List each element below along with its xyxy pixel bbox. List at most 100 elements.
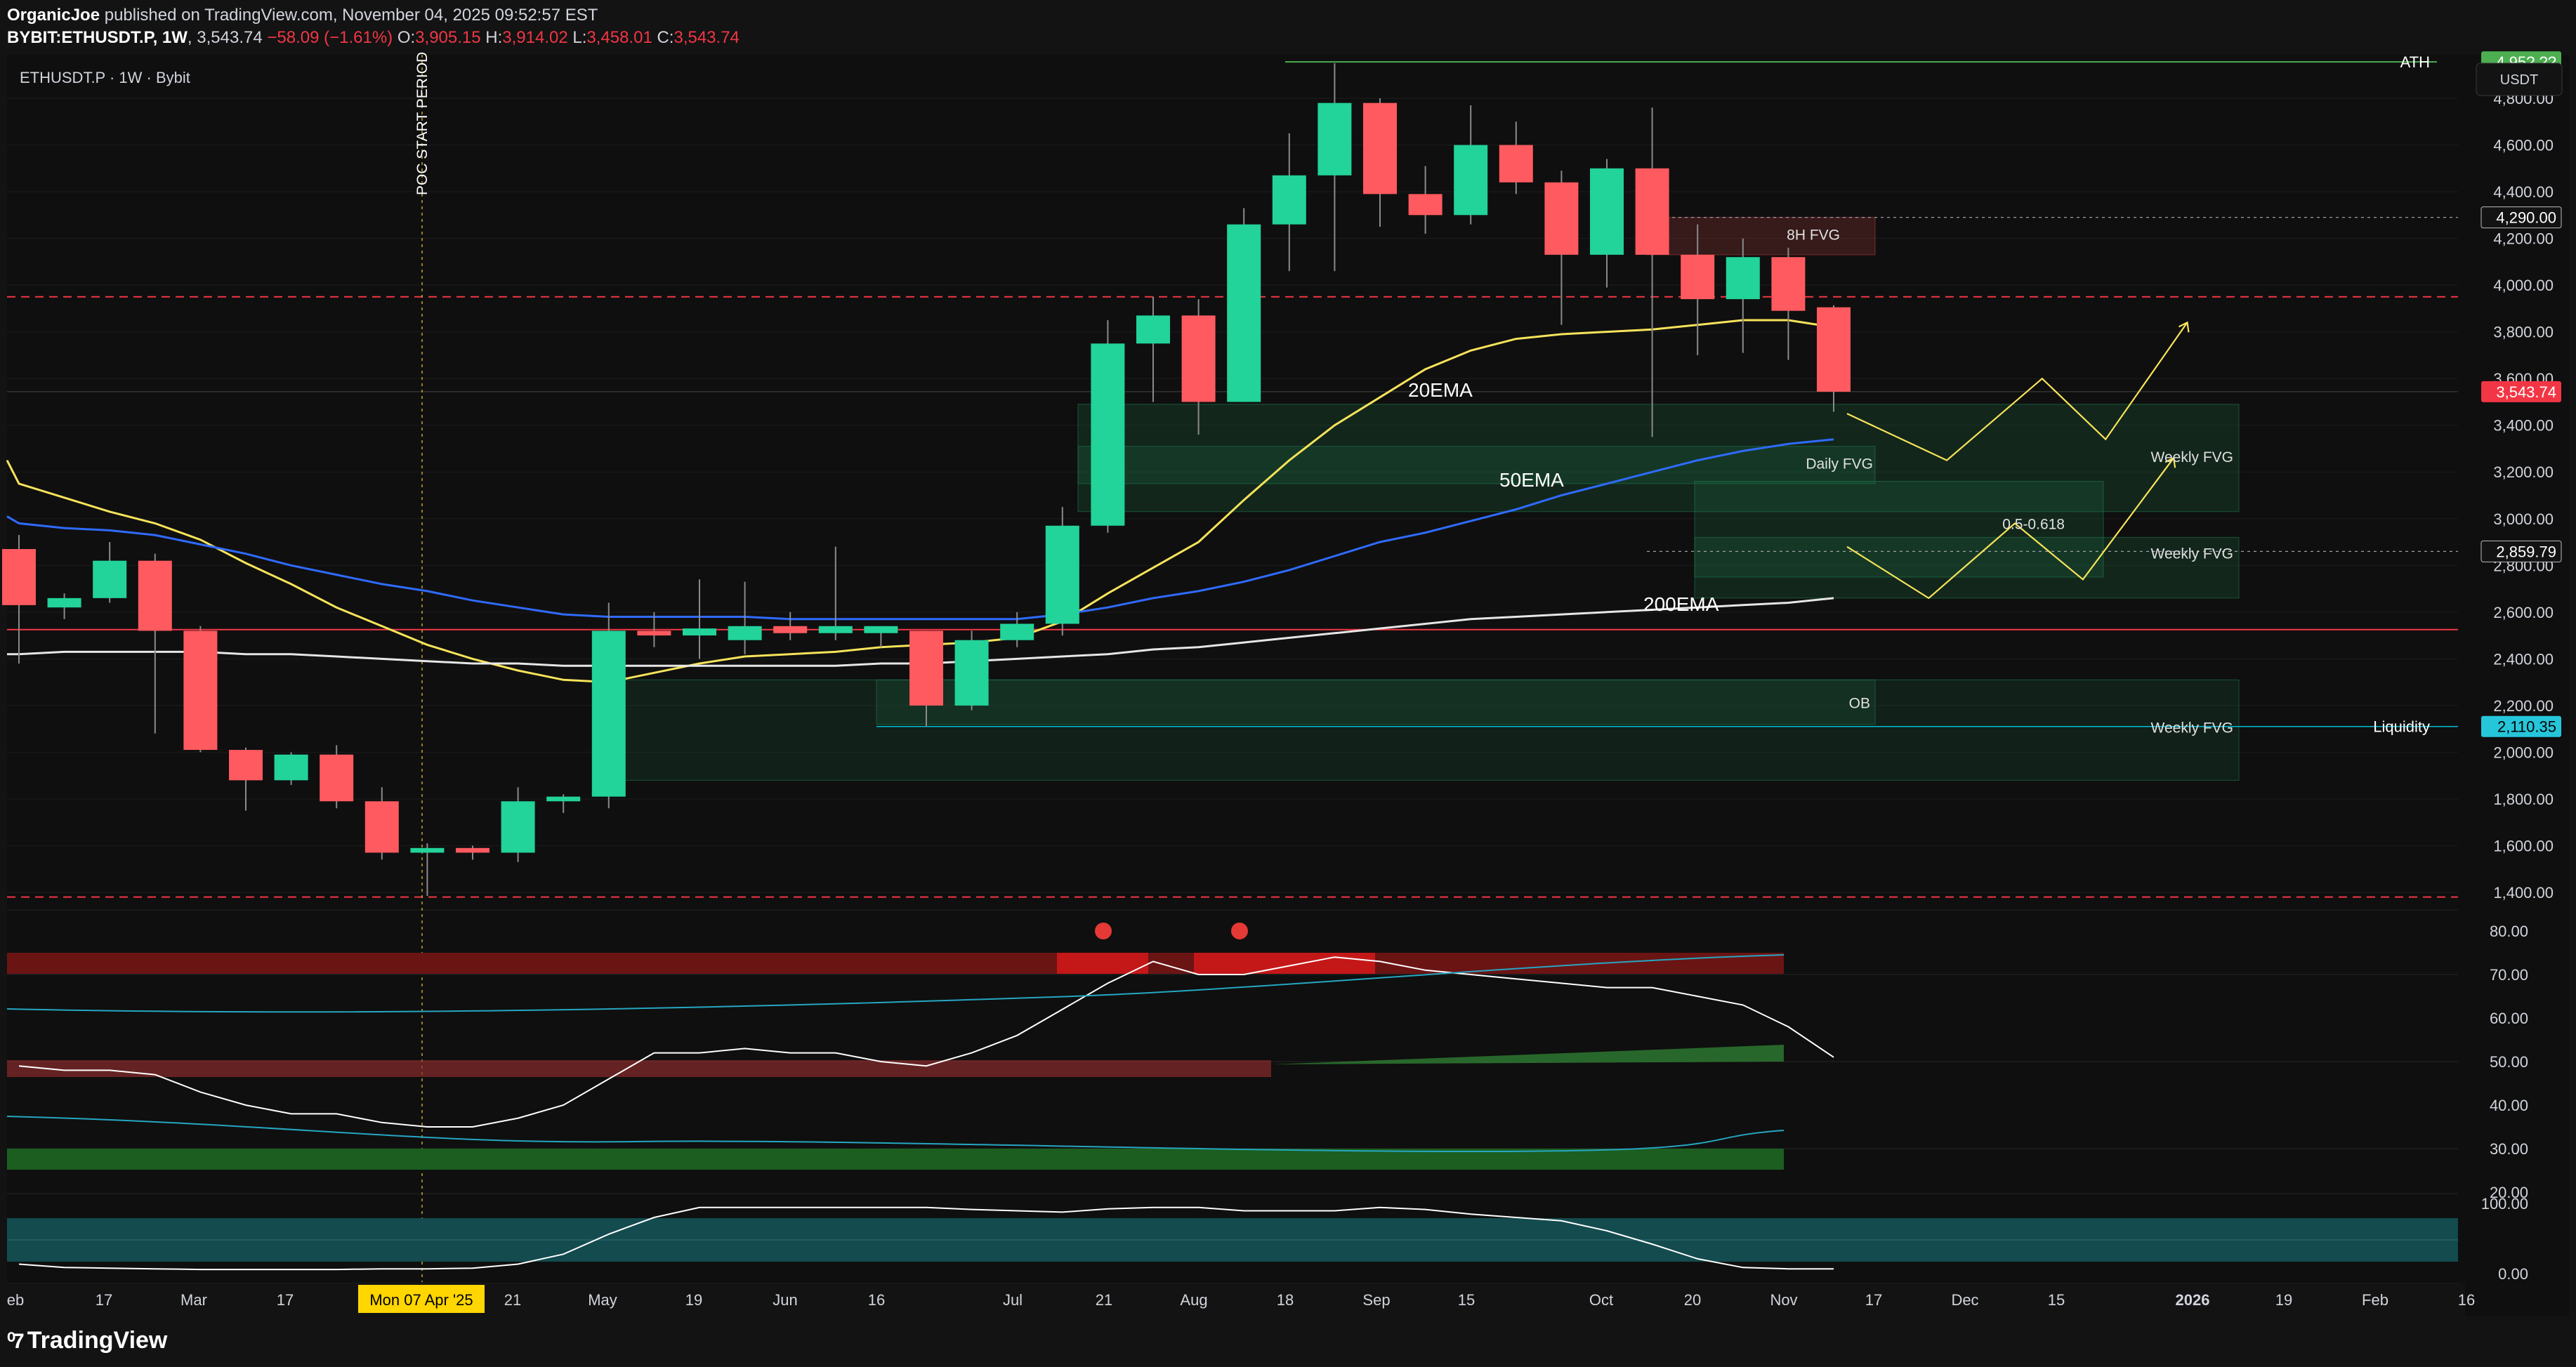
currency-button-label[interactable]: USDT [2500,72,2538,88]
candle [1091,320,1125,533]
candle-body [1091,343,1125,526]
chart-header: OrganicJoe published on TradingView.com,… [0,0,2576,55]
last-price: 3,543.74 [197,28,263,47]
publish-text: published on TradingView.com, November 0… [104,6,598,25]
candle [274,752,308,785]
rsi-tick-label: 80.00 [2490,923,2528,940]
tradingview-mark-icon: ⁰7 [7,1330,25,1353]
candle [773,612,808,640]
candle [1499,121,1533,194]
candle-body [1317,103,1352,176]
zone-weekly-fvg [621,679,2240,781]
ema-label: 200EMA [1643,593,1719,615]
candle-body [1726,257,1760,300]
candle [1181,299,1216,435]
y-tick-label: 4,600.00 [2493,137,2554,154]
projection-arrow-icon [2164,456,2176,468]
signal-strip-bottom [7,1149,1784,1170]
poc-label: POC START PERIOD [414,52,431,195]
stoch-line [18,1206,1834,1271]
candle [1817,305,1851,412]
candle-body [93,560,127,598]
y-tick-label: 1,400.00 [2493,884,2554,902]
candle [47,593,81,619]
ema-line-20ema [6,319,1834,684]
candle [1635,107,1669,437]
zone-label: OB [1849,695,1870,711]
candle [501,787,535,862]
candle-body [410,847,445,853]
candle-body [1817,307,1851,392]
open-value: 3,905.15 [415,28,481,47]
close-label: C: [657,28,674,47]
candle-body [501,801,535,853]
footer-bar: ⁰7 TradingView [0,1316,2576,1367]
author-name[interactable]: OrganicJoe [7,6,100,25]
rsi-tick-label: 30.00 [2490,1140,2528,1158]
x-tick-label: 19 [2275,1291,2292,1309]
symbol-label[interactable]: BYBIT:ETHUSDT.P, 1W [7,28,188,47]
price-badge [2481,381,2561,402]
tradingview-logo[interactable]: ⁰7 TradingView [7,1327,167,1354]
low-label: L: [572,28,587,47]
candle [1045,507,1079,636]
x-tick-label: 20 [1684,1291,1701,1309]
x-tick-label: 15 [2048,1291,2065,1309]
chart-canvas[interactable]: 8H FVG Weekly FVG Daily FVG 0.5-0.618 Weekly… [0,0,2576,1316]
rsi-tick-label: 60.00 [2490,1010,2528,1027]
rsi-lower-line [6,1116,1785,1153]
candle-body [818,626,853,633]
zone-ob [876,679,1876,725]
candle-body [1227,224,1261,402]
x-tick-label: 16 [868,1291,885,1309]
stoch-tick-label: 0.00 [2498,1265,2528,1283]
x-tick-label: eb [7,1291,24,1309]
x-tick-label: Jun [773,1291,797,1309]
candle [637,612,671,647]
candle-body [1045,525,1079,624]
y-tick-label: 4,400.00 [2493,183,2554,201]
y-tick-label: 3,800.00 [2493,324,2554,341]
x-tick-label: Feb [2362,1291,2388,1309]
candle [410,843,445,896]
candle-body [1544,182,1579,255]
y-tick-label: 1,600.00 [2493,837,2554,854]
publish-line: OrganicJoe published on TradingView.com,… [7,6,598,25]
price-change: −58.09 (−1.61%) [267,28,393,47]
x-tick-label: 15 [1458,1291,1475,1309]
signal-dot-icon [1231,923,1248,939]
candle-body [1363,103,1397,194]
rsi-band-pos [1271,1045,1784,1064]
price-badge-label: 2,859.79 [2496,543,2556,560]
zone-label: 0.5-0.618 [2002,517,2065,533]
chart-title: ETHUSDT.P · 1W · Bybit [20,69,190,86]
candle [183,626,218,753]
rsi-tick-label: 50.00 [2490,1053,2528,1071]
zone-label: Weekly FVG [2151,449,2233,465]
zone-daily-fvg [1077,446,1876,484]
candle-body [1000,623,1034,640]
rsi-tick-label: 20.00 [2490,1184,2528,1201]
candle [1317,63,1352,272]
stoch-tick-label: 100.00 [2481,1195,2528,1213]
candle [1590,159,1624,288]
candle-body [1590,168,1624,255]
candle-body [728,626,762,640]
candle [229,747,263,811]
candle-body [954,640,989,706]
currency-button[interactable] [2476,62,2563,96]
x-tick-label: Oct [1589,1291,1613,1309]
candle-body [773,626,808,633]
y-tick-label: 2,600.00 [2493,604,2554,621]
ema-label: 20EMA [1408,379,1473,401]
candle-body [456,847,489,853]
candle-body [229,750,263,781]
candle [728,581,762,654]
rsi-band-neg [7,1060,1271,1077]
candle-body [546,796,581,802]
x-cursor-badge [358,1285,485,1313]
signal-strip [7,953,1784,974]
candle [93,542,127,603]
x-tick-label: Jul [1003,1291,1023,1309]
candle-body [1681,254,1715,300]
